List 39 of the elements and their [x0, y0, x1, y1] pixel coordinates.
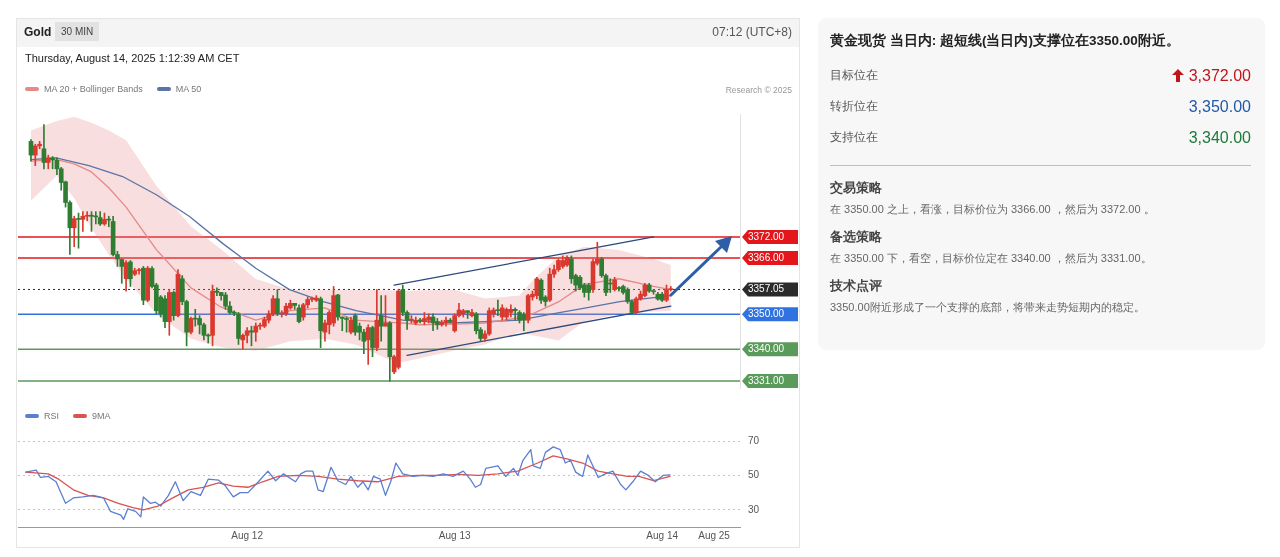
- y-tick-label: 3357.05: [748, 283, 785, 295]
- text: 3,340.00: [1188, 128, 1251, 147]
- text: 黄金现货 当日内: 超短线(当日内)支撑位在3350.00附近。: [830, 32, 1181, 50]
- legend-label: MA 50: [175, 84, 202, 94]
- text: Research © 2025: [725, 85, 792, 95]
- text: 3,350.00: [1188, 97, 1251, 116]
- text: 转折位在: [830, 98, 878, 115]
- y-tick-label: 3350.00: [748, 307, 785, 319]
- candlestick: [378, 295, 384, 342]
- text: 3350.00附近形成了一个支撑的底部，将带来走势短期内的稳定。: [830, 300, 1146, 315]
- candlestick: [512, 307, 518, 321]
- y-tick-label: 3366.00: [748, 251, 785, 263]
- y-tick-label: 30: [748, 503, 760, 515]
- candlestick: [495, 299, 501, 316]
- text: 目标位在: [830, 67, 878, 84]
- chart-subtitle: Thursday, August 14, 2025 1:12:39 AM CET: [25, 52, 240, 64]
- y-tick-label: 70: [748, 434, 760, 446]
- text: 3,372.00: [1187, 66, 1251, 85]
- legend-label: 9MA: [92, 411, 111, 421]
- legend-label: MA 20 + Bollinger Bands: [44, 84, 143, 94]
- text: 在 3350.00 之上，看涨，目标价位为 3366.00 ，然后为 3372.00 。: [830, 202, 1156, 217]
- y-tick-label: 3372.00: [748, 230, 785, 242]
- legend-label: RSI: [44, 411, 60, 421]
- text: 30 MIN: [55, 22, 100, 41]
- text: 在 3350.00 下，看空，目标价位定在 3340.00 ，然后为 3331.00。: [830, 251, 1153, 266]
- text: 支持位在: [830, 129, 878, 146]
- x-tick-label: Aug 12: [231, 529, 264, 541]
- text: 07:12 (UTC+8): [712, 25, 792, 39]
- chart-title: Gold: [24, 25, 52, 39]
- y-tick-label: 3331.00: [748, 374, 785, 386]
- candlestick: [136, 267, 142, 275]
- text: 备选策略: [830, 229, 883, 246]
- x-tick-label: Aug 13: [438, 529, 471, 541]
- text: 交易策略: [830, 180, 883, 197]
- x-tick-label: Aug 25: [698, 529, 731, 541]
- x-tick-label: Aug 14: [646, 529, 679, 541]
- y-tick-label: 50: [748, 469, 760, 481]
- y-tick-label: 3340.00: [748, 343, 785, 355]
- text: 技术点评: [830, 278, 883, 295]
